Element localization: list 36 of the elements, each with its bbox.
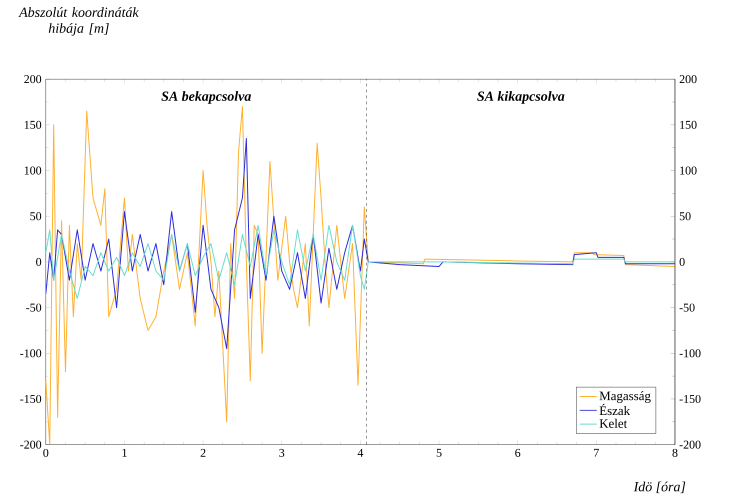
x-tick-label: 7 xyxy=(594,448,599,456)
y-tick-label: -100 xyxy=(20,349,42,358)
x-tick-label: 8 xyxy=(672,448,678,457)
y-tick-label: -50 xyxy=(26,303,42,312)
legend-label: Észak xyxy=(600,404,630,415)
x-tick-label: 2 xyxy=(200,448,206,457)
y2-tick-label: 150 xyxy=(680,120,697,129)
y-tick-label: 50 xyxy=(30,212,42,220)
y2-tick-label: 0 xyxy=(680,258,685,266)
y2-tick-label: -100 xyxy=(680,349,701,358)
y2-tick-label: 50 xyxy=(680,212,691,220)
y-tick-label: 100 xyxy=(24,166,42,174)
line-series xyxy=(46,138,675,350)
y2-tick-label: -200 xyxy=(680,440,701,449)
y-tick-label: -150 xyxy=(20,394,42,403)
legend-label: Kelet xyxy=(600,418,628,428)
y-tick-label: 0 xyxy=(36,258,42,266)
x-tick-label: 5 xyxy=(436,448,442,457)
x-tick-label: 1 xyxy=(122,448,127,457)
x-tick-label: 6 xyxy=(515,448,520,457)
y-tick-label: 200 xyxy=(24,74,42,84)
x-tick-label: 4 xyxy=(358,448,364,457)
x-axis-title: Idö [óra] xyxy=(634,481,686,493)
y-tick-label: -200 xyxy=(20,440,42,449)
x-tick-label: 3 xyxy=(279,448,284,457)
annotation: SA kikapcsolva xyxy=(477,90,564,104)
y2-tick-label: 100 xyxy=(680,166,697,174)
y2-tick-label: 200 xyxy=(680,74,697,84)
legend-label: Magasság xyxy=(600,390,651,403)
x-tick-label: 0 xyxy=(43,448,48,457)
y-axis-title: Abszolút koordináták hibája [m] xyxy=(18,7,139,36)
y-tick-label: 150 xyxy=(24,120,42,129)
annotation: SA bekapcsolva xyxy=(161,90,251,104)
y2-tick-label: -50 xyxy=(680,303,695,312)
line-series xyxy=(46,224,675,299)
y2-tick-label: -150 xyxy=(680,394,701,403)
